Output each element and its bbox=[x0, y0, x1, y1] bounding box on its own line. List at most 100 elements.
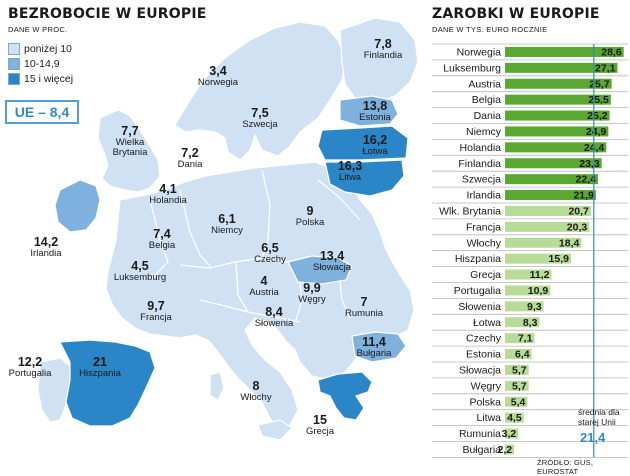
bar bbox=[505, 205, 591, 216]
map-country: Finlandia bbox=[363, 50, 403, 62]
map-value: 8,4 bbox=[265, 305, 283, 319]
map-country: Polska bbox=[295, 217, 325, 229]
map-value: 9 bbox=[306, 204, 314, 218]
map-country: Grecja bbox=[306, 426, 334, 438]
bar-value-label: 25,7 bbox=[589, 78, 610, 90]
bar bbox=[505, 253, 571, 264]
bar-value-label: 7,1 bbox=[518, 333, 533, 345]
region-ireland bbox=[54, 179, 101, 233]
map-country: Norwegia bbox=[197, 77, 239, 89]
bar-category-label: Słowacja bbox=[459, 364, 501, 376]
map-country: Niemcy bbox=[211, 225, 243, 237]
bar-category-label: Węgry bbox=[471, 380, 502, 392]
bar bbox=[505, 78, 612, 89]
legend-item-mid: 10-14,9 bbox=[8, 58, 60, 70]
bar-value-label: 18,4 bbox=[559, 237, 580, 249]
map-value: 6,5 bbox=[261, 241, 279, 255]
bar bbox=[505, 396, 528, 407]
bar-category-label: Luksemburg bbox=[443, 62, 501, 74]
map-country: Portugalia bbox=[8, 368, 52, 380]
region-finland bbox=[339, 17, 419, 103]
bar bbox=[505, 126, 609, 137]
map-label-hiszpania: 21 Hiszpania bbox=[70, 355, 130, 380]
bar-category-label: Hiszpania bbox=[455, 253, 501, 265]
bar-category-label: Rumunia bbox=[459, 428, 501, 440]
bar bbox=[505, 190, 596, 201]
map-label-francja: 9,7 Francja bbox=[126, 299, 186, 323]
bar bbox=[505, 62, 618, 73]
bar bbox=[505, 444, 515, 455]
region-sardinia bbox=[209, 371, 225, 401]
map-value: 7,4 bbox=[153, 227, 171, 241]
map-country: Łotwa bbox=[362, 146, 388, 158]
map-value: 12,2 bbox=[17, 355, 43, 369]
bar-category-label: Litwa bbox=[476, 412, 501, 424]
bar-category-label: Irlandia bbox=[467, 190, 502, 202]
map-subtitle: DANE W PROC. bbox=[8, 25, 68, 34]
map-country: Hiszpania bbox=[79, 368, 121, 380]
bar-value-label: 5,7 bbox=[512, 364, 527, 376]
map-value: 14,2 bbox=[33, 235, 59, 249]
map-label-polska: 9 Polska bbox=[280, 204, 340, 229]
map-value: 7,8 bbox=[374, 37, 392, 51]
bar bbox=[505, 349, 532, 360]
average-label: średnia dla starej Unii bbox=[578, 407, 620, 427]
region-spain bbox=[59, 339, 156, 427]
map-label-lotwa: 16,2 Łotwa bbox=[345, 133, 405, 158]
map-label-finlandia: 7,8 Finlandia bbox=[353, 37, 413, 62]
bar-value-label: 6,4 bbox=[515, 349, 530, 361]
region-greece bbox=[317, 371, 373, 421]
bar-value-label: 25,5 bbox=[588, 94, 609, 106]
map-label-estonia: 13,8 Estonia bbox=[345, 99, 405, 123]
bar-category-label: Holandia bbox=[460, 142, 502, 154]
bar-category-label: Słowenia bbox=[458, 301, 501, 313]
map-value: 9,9 bbox=[303, 281, 321, 295]
bar-category-label: Łotwa bbox=[473, 317, 501, 329]
bar-category-label: Norwegia bbox=[457, 46, 502, 58]
bar bbox=[505, 269, 552, 280]
bar-value-label: 22,4 bbox=[576, 174, 597, 186]
bar-value-label: 11,2 bbox=[530, 269, 550, 281]
map-value: 11,4 bbox=[362, 335, 386, 349]
map-country: Irlandia bbox=[30, 248, 62, 260]
map-country: Dania bbox=[177, 159, 203, 171]
map-value: 16,2 bbox=[362, 133, 388, 147]
map-country: Czechy bbox=[254, 254, 286, 266]
map-label-dania: 7,2 Dania bbox=[160, 146, 220, 171]
bar bbox=[505, 380, 529, 391]
bar bbox=[505, 142, 607, 153]
bar-category-label: Portugalia bbox=[454, 285, 501, 297]
map-label-czechy: 6,5 Czechy bbox=[240, 241, 300, 266]
country-borders bbox=[149, 169, 361, 323]
legend-label-low: poniżej 10 bbox=[24, 43, 72, 55]
region-bulgaria bbox=[351, 331, 407, 363]
map-label-rumunia: 7 Rumunia bbox=[334, 295, 394, 319]
map-value: 4 bbox=[260, 274, 268, 288]
bar-value-label: 23,3 bbox=[579, 158, 600, 170]
map-country: Szwecja bbox=[242, 119, 278, 131]
map-country: Luksemburg bbox=[113, 272, 167, 284]
region-sicily bbox=[257, 419, 293, 441]
bar-value-label: 9,3 bbox=[527, 301, 542, 313]
bar bbox=[505, 412, 524, 423]
bar-category-label: Belgia bbox=[472, 94, 501, 106]
bar bbox=[505, 46, 624, 57]
bar-category-label: Włochy bbox=[467, 237, 502, 249]
map-value: 13,8 bbox=[362, 99, 388, 113]
bar bbox=[505, 285, 551, 296]
map-land-light bbox=[37, 17, 419, 441]
map-label-luksemburg: 4,5 Luksemburg bbox=[110, 259, 170, 284]
bar-value-label: 20,3 bbox=[567, 221, 588, 233]
map-label-wegry: 9,9 Węgry bbox=[282, 281, 342, 305]
map-label-portugalia: 12,2 Portugalia bbox=[0, 355, 60, 380]
region-portugal bbox=[37, 357, 71, 423]
bar-category-label: Dania bbox=[474, 110, 502, 122]
bar bbox=[505, 237, 582, 248]
bar-value-label: 21,9 bbox=[573, 190, 594, 202]
legend-item-low: poniżej 10 bbox=[8, 43, 72, 55]
map-value: 9,7 bbox=[147, 299, 165, 313]
legend-swatch-high bbox=[8, 73, 20, 85]
bar-category-label: Francja bbox=[466, 221, 501, 233]
bar-value-label: 28,6 bbox=[601, 46, 622, 58]
